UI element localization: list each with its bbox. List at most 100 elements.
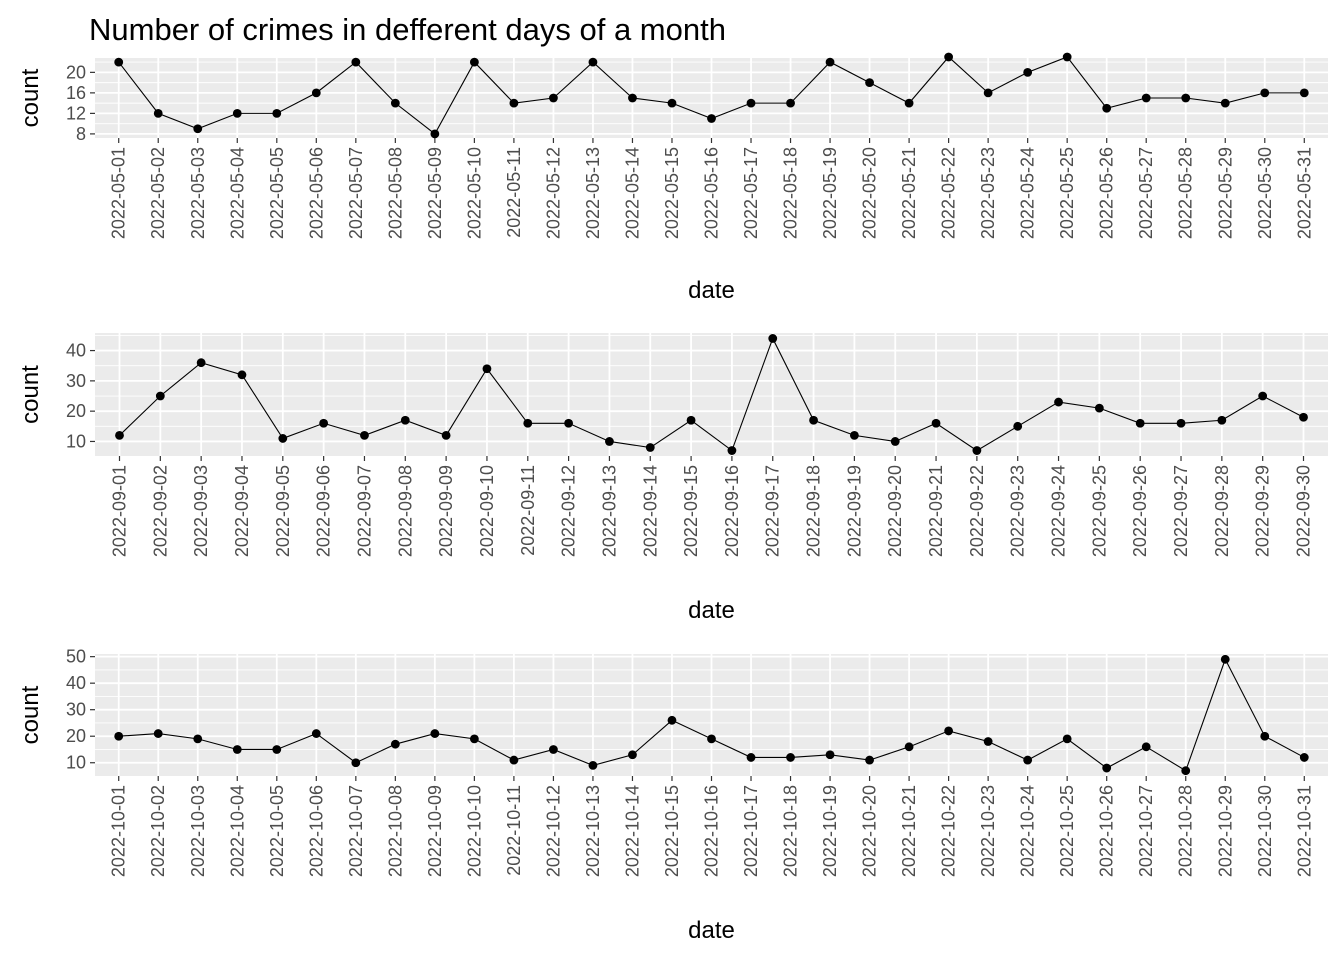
data-point <box>311 729 321 738</box>
data-point <box>849 430 859 440</box>
data-point <box>430 729 440 738</box>
data-point <box>400 415 410 425</box>
y-tick-label: 40 <box>66 341 86 361</box>
x-tick-label: 2022-10-24 <box>1018 785 1038 877</box>
y-tick-label: 30 <box>66 371 86 391</box>
data-point <box>825 750 835 760</box>
x-tick-label: 2022-05-13 <box>583 147 603 239</box>
x-tick-label: 2022-09-21 <box>926 465 946 557</box>
data-point <box>983 88 993 98</box>
data-point <box>272 745 282 754</box>
x-tick-label: 2022-09-07 <box>354 465 374 557</box>
data-point <box>469 57 479 67</box>
x-tick-label: 2022-05-21 <box>899 147 919 239</box>
x-tick-label: 2022-10-21 <box>899 785 919 877</box>
x-tick-label: 2022-10-08 <box>385 785 405 877</box>
data-point <box>707 114 716 123</box>
data-point <box>786 98 795 108</box>
x-tick-label: 2022-09-16 <box>722 465 742 557</box>
data-point <box>1176 418 1186 428</box>
x-tick-label: 2022-10-29 <box>1215 785 1235 877</box>
data-point <box>1062 734 1072 744</box>
x-tick-label: 2022-09-19 <box>844 465 864 557</box>
x-tick-label: 2022-09-24 <box>1049 465 1069 557</box>
x-tick-label: 2022-09-15 <box>681 465 701 557</box>
x-tick-label: 2022-05-10 <box>464 147 484 239</box>
x-tick-label: 2022-09-03 <box>191 465 211 557</box>
x-tick-label: 2022-10-14 <box>622 785 642 877</box>
x-tick-label: 2022-09-14 <box>640 465 660 557</box>
data-point <box>193 124 203 134</box>
data-point <box>605 437 614 446</box>
series-line <box>119 337 1304 452</box>
data-point <box>1260 731 1270 741</box>
data-point <box>115 430 124 440</box>
x-tick-label: 2022-09-26 <box>1130 465 1150 557</box>
x-tick-label: 2022-09-06 <box>314 465 334 557</box>
data-point <box>1102 103 1112 113</box>
x-axis-label: date <box>688 917 735 944</box>
x-tick-label: 2022-05-19 <box>820 147 840 239</box>
x-tick-label: 2022-05-06 <box>306 147 326 239</box>
x-tick-label: 2022-09-02 <box>150 465 170 557</box>
x-tick-label: 2022-10-30 <box>1255 785 1275 877</box>
data-point <box>1062 52 1072 62</box>
x-axis-label: date <box>688 597 735 624</box>
x-tick-label: 2022-09-18 <box>804 465 824 557</box>
x-tick-label: 2022-10-20 <box>860 785 880 877</box>
data-point <box>1094 403 1104 413</box>
y-axis-label: count <box>17 365 44 424</box>
x-tick-label: 2022-05-15 <box>662 147 682 239</box>
x-tick-label: 2022-05-26 <box>1097 147 1117 239</box>
x-tick-label: 2022-09-29 <box>1253 465 1273 557</box>
data-point <box>351 57 361 67</box>
data-point <box>809 415 818 425</box>
data-point <box>588 57 598 67</box>
data-point <box>667 715 677 725</box>
x-tick-label: 2022-05-29 <box>1215 147 1235 239</box>
x-tick-label: 2022-10-25 <box>1057 785 1077 877</box>
x-tick-label: 2022-05-22 <box>939 147 959 239</box>
y-tick-label: 12 <box>66 103 86 123</box>
x-tick-label: 2022-10-12 <box>543 785 563 877</box>
data-point <box>1299 753 1309 762</box>
data-point <box>482 364 492 374</box>
x-tick-label: 2022-10-17 <box>741 785 761 877</box>
data-point <box>983 737 993 746</box>
x-tick-label: 2022-05-01 <box>109 147 129 239</box>
data-point <box>237 370 247 380</box>
data-point <box>232 108 242 118</box>
x-tick-label: 2022-10-02 <box>148 785 168 877</box>
x-tick-label: 2022-09-22 <box>967 465 987 557</box>
data-point <box>272 108 282 118</box>
x-tick-label: 2022-09-01 <box>109 465 129 557</box>
data-point <box>311 88 321 98</box>
x-tick-label: 2022-09-25 <box>1089 465 1109 557</box>
y-tick-label: 40 <box>66 673 86 693</box>
x-tick-label: 2022-05-27 <box>1136 147 1156 239</box>
x-tick-label: 2022-10-10 <box>464 785 484 877</box>
x-tick-label: 2022-05-14 <box>622 147 642 239</box>
data-point <box>686 415 696 425</box>
x-tick-label: 2022-09-10 <box>477 465 497 557</box>
x-tick-label: 2022-05-23 <box>978 147 998 239</box>
y-axis-label: count <box>17 685 44 744</box>
x-tick-label: 2022-05-25 <box>1057 147 1077 239</box>
data-point <box>865 755 874 765</box>
data-point <box>628 93 637 103</box>
x-tick-label: 2022-10-18 <box>781 785 801 877</box>
x-tick-label: 2022-05-04 <box>227 147 247 239</box>
chart-title: Number of crimes in defferent days of a … <box>89 12 726 47</box>
data-point <box>114 57 124 67</box>
data-point <box>278 434 288 443</box>
data-point <box>1181 766 1191 776</box>
data-point <box>196 358 206 368</box>
data-point <box>153 729 163 738</box>
data-point <box>1023 755 1033 765</box>
x-tick-label: 2022-09-04 <box>232 465 252 557</box>
x-tick-label: 2022-05-28 <box>1176 147 1196 239</box>
x-tick-label: 2022-05-08 <box>385 147 405 239</box>
x-tick-label: 2022-05-11 <box>504 147 524 238</box>
